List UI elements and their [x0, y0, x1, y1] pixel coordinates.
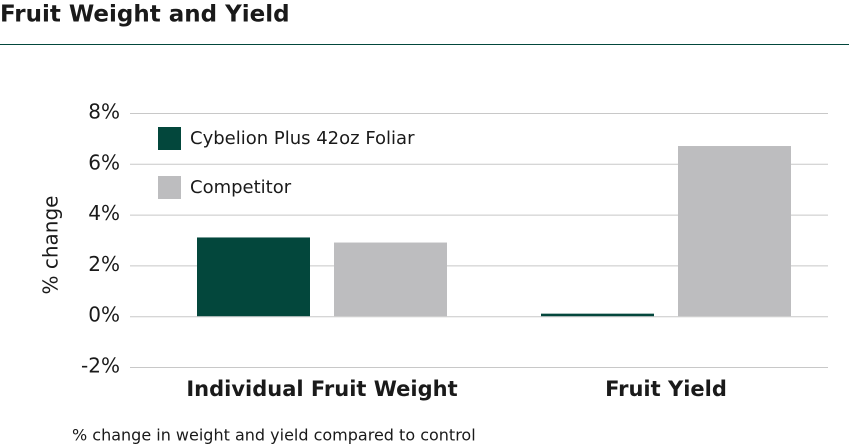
y-tick-label: -2% — [81, 354, 120, 378]
y-tick-label: 6% — [88, 150, 120, 174]
x-tick-label: Fruit Yield — [605, 377, 727, 401]
bar — [541, 313, 654, 317]
y-tick-label: 0% — [88, 303, 120, 327]
y-axis-label: % change — [39, 196, 63, 295]
bar — [678, 146, 791, 317]
bar — [197, 237, 310, 317]
bar — [334, 242, 447, 317]
legend-label: Cybelion Plus 42oz Foliar — [190, 128, 415, 149]
legend-swatch — [158, 127, 181, 150]
y-tick-label: 4% — [88, 201, 120, 225]
y-tick-label: 8% — [88, 100, 120, 124]
legend-swatch — [158, 176, 181, 199]
x-tick-label: Individual Fruit Weight — [186, 377, 457, 401]
legend-label: Competitor — [190, 177, 292, 198]
chart-title: Fruit Weight and Yield — [0, 2, 290, 28]
footnote: % change in weight and yield compared to… — [72, 426, 476, 445]
y-tick-label: 2% — [88, 252, 120, 276]
